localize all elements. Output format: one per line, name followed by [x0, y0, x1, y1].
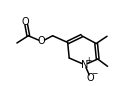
Text: O: O [22, 17, 29, 27]
Text: O: O [87, 73, 94, 83]
Text: +: + [86, 56, 92, 65]
Text: O: O [38, 36, 46, 46]
Text: N: N [81, 60, 88, 70]
Text: −: − [91, 69, 98, 78]
